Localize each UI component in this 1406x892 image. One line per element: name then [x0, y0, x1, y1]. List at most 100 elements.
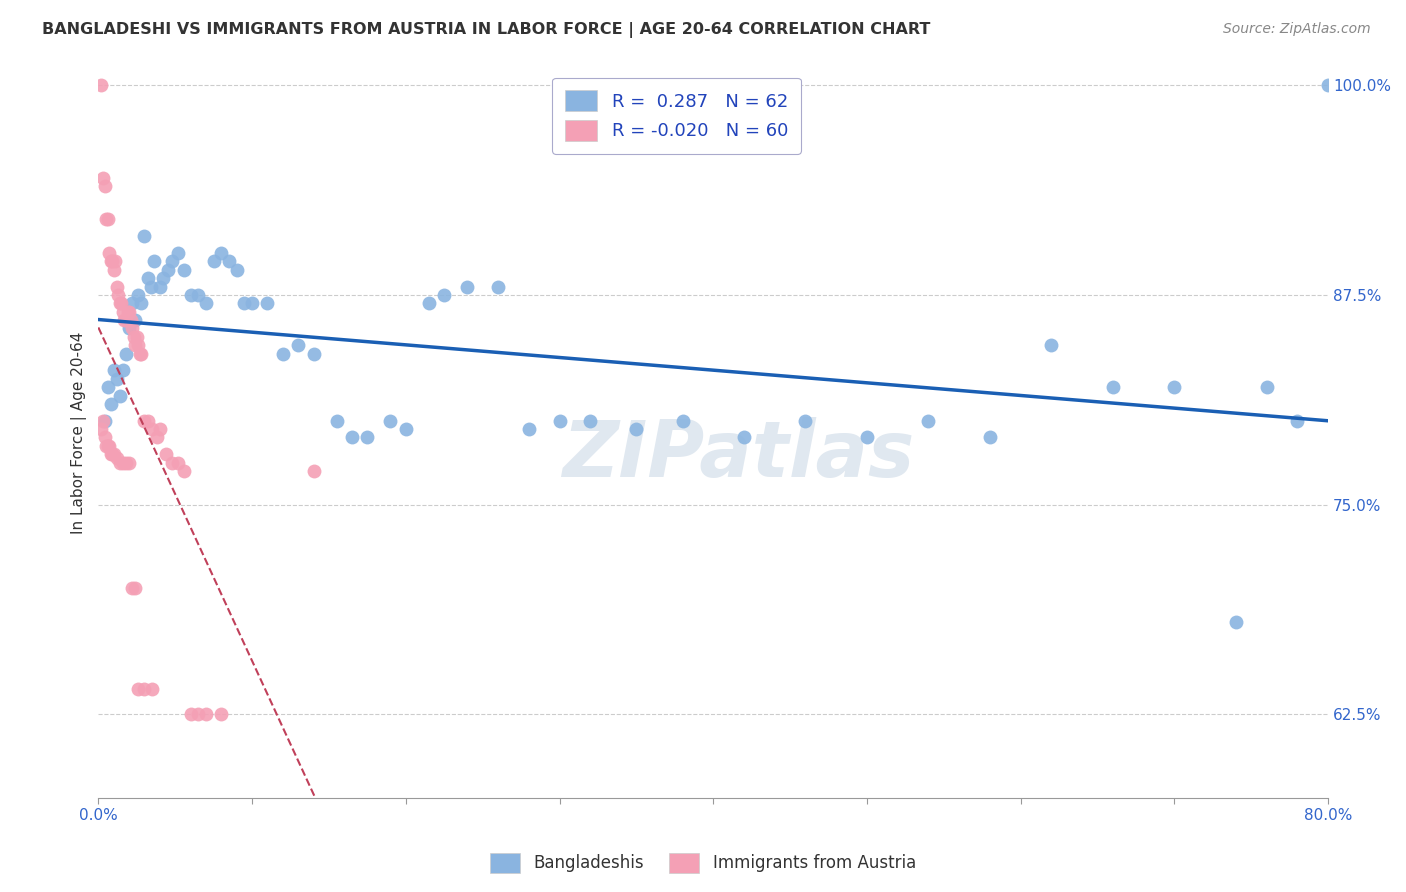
- Point: [187, 288, 209, 302]
- Point: [131, 296, 153, 310]
- Point: [517, 422, 540, 436]
- Point: [152, 271, 174, 285]
- Point: [256, 296, 278, 310]
- Point: [149, 279, 172, 293]
- Point: [433, 288, 456, 302]
- Point: [486, 279, 509, 293]
- Point: [121, 321, 143, 335]
- Point: [94, 439, 117, 453]
- Point: [103, 447, 125, 461]
- Point: [93, 178, 115, 193]
- Point: [134, 414, 156, 428]
- Point: [145, 430, 167, 444]
- Point: [127, 338, 149, 352]
- Point: [90, 422, 112, 436]
- Point: [180, 288, 202, 302]
- Point: [107, 288, 129, 302]
- Point: [105, 450, 128, 465]
- Point: [225, 262, 247, 277]
- Point: [100, 447, 122, 461]
- Point: [97, 380, 120, 394]
- Point: [167, 246, 190, 260]
- Point: [91, 414, 114, 428]
- Point: [142, 254, 165, 268]
- Point: [1317, 78, 1340, 93]
- Point: [160, 456, 183, 470]
- Point: [103, 262, 125, 277]
- Point: [100, 254, 122, 268]
- Point: [125, 330, 148, 344]
- Point: [122, 330, 145, 344]
- Point: [302, 464, 325, 478]
- Point: [127, 681, 149, 696]
- Point: [202, 254, 225, 268]
- Point: [418, 296, 440, 310]
- Text: ZIPatlas: ZIPatlas: [562, 417, 914, 493]
- Point: [91, 170, 114, 185]
- Point: [271, 346, 294, 360]
- Point: [325, 414, 347, 428]
- Point: [111, 304, 134, 318]
- Point: [100, 397, 122, 411]
- Point: [121, 296, 143, 310]
- Point: [131, 346, 153, 360]
- Point: [136, 271, 159, 285]
- Point: [1286, 414, 1309, 428]
- Point: [156, 262, 179, 277]
- Point: [121, 582, 143, 596]
- Point: [218, 254, 240, 268]
- Point: [101, 254, 124, 268]
- Point: [97, 212, 120, 227]
- Point: [1040, 338, 1063, 352]
- Point: [794, 414, 817, 428]
- Point: [141, 681, 163, 696]
- Point: [287, 338, 309, 352]
- Point: [395, 422, 418, 436]
- Point: [117, 304, 139, 318]
- Point: [173, 262, 195, 277]
- Point: [136, 414, 159, 428]
- Point: [124, 582, 146, 596]
- Text: Source: ZipAtlas.com: Source: ZipAtlas.com: [1223, 22, 1371, 37]
- Point: [118, 304, 141, 318]
- Point: [356, 430, 378, 444]
- Point: [115, 313, 138, 327]
- Point: [115, 456, 138, 470]
- Point: [120, 313, 142, 327]
- Point: [94, 212, 117, 227]
- Point: [134, 229, 156, 244]
- Point: [134, 681, 156, 696]
- Point: [108, 456, 131, 470]
- Point: [187, 707, 209, 722]
- Point: [118, 456, 141, 470]
- Point: [93, 414, 115, 428]
- Point: [194, 707, 217, 722]
- Legend: R =  0.287   N = 62, R = -0.020   N = 60: R = 0.287 N = 62, R = -0.020 N = 60: [553, 78, 800, 153]
- Point: [917, 414, 939, 428]
- Point: [108, 296, 131, 310]
- Point: [105, 279, 128, 293]
- Point: [105, 372, 128, 386]
- Text: BANGLADESHI VS IMMIGRANTS FROM AUSTRIA IN LABOR FORCE | AGE 20-64 CORRELATION CH: BANGLADESHI VS IMMIGRANTS FROM AUSTRIA I…: [42, 22, 931, 38]
- Point: [240, 296, 263, 310]
- Point: [626, 422, 648, 436]
- Point: [103, 363, 125, 377]
- Point: [128, 346, 150, 360]
- Point: [118, 321, 141, 335]
- Point: [233, 296, 256, 310]
- Point: [115, 346, 138, 360]
- Point: [209, 246, 232, 260]
- Point: [111, 456, 134, 470]
- Point: [1256, 380, 1278, 394]
- Point: [548, 414, 571, 428]
- Point: [98, 246, 121, 260]
- Point: [149, 422, 172, 436]
- Point: [141, 422, 163, 436]
- Point: [97, 439, 120, 453]
- Point: [114, 313, 136, 327]
- Point: [173, 464, 195, 478]
- Point: [127, 288, 149, 302]
- Legend: Bangladeshis, Immigrants from Austria: Bangladeshis, Immigrants from Austria: [484, 847, 922, 880]
- Point: [108, 388, 131, 402]
- Point: [93, 430, 115, 444]
